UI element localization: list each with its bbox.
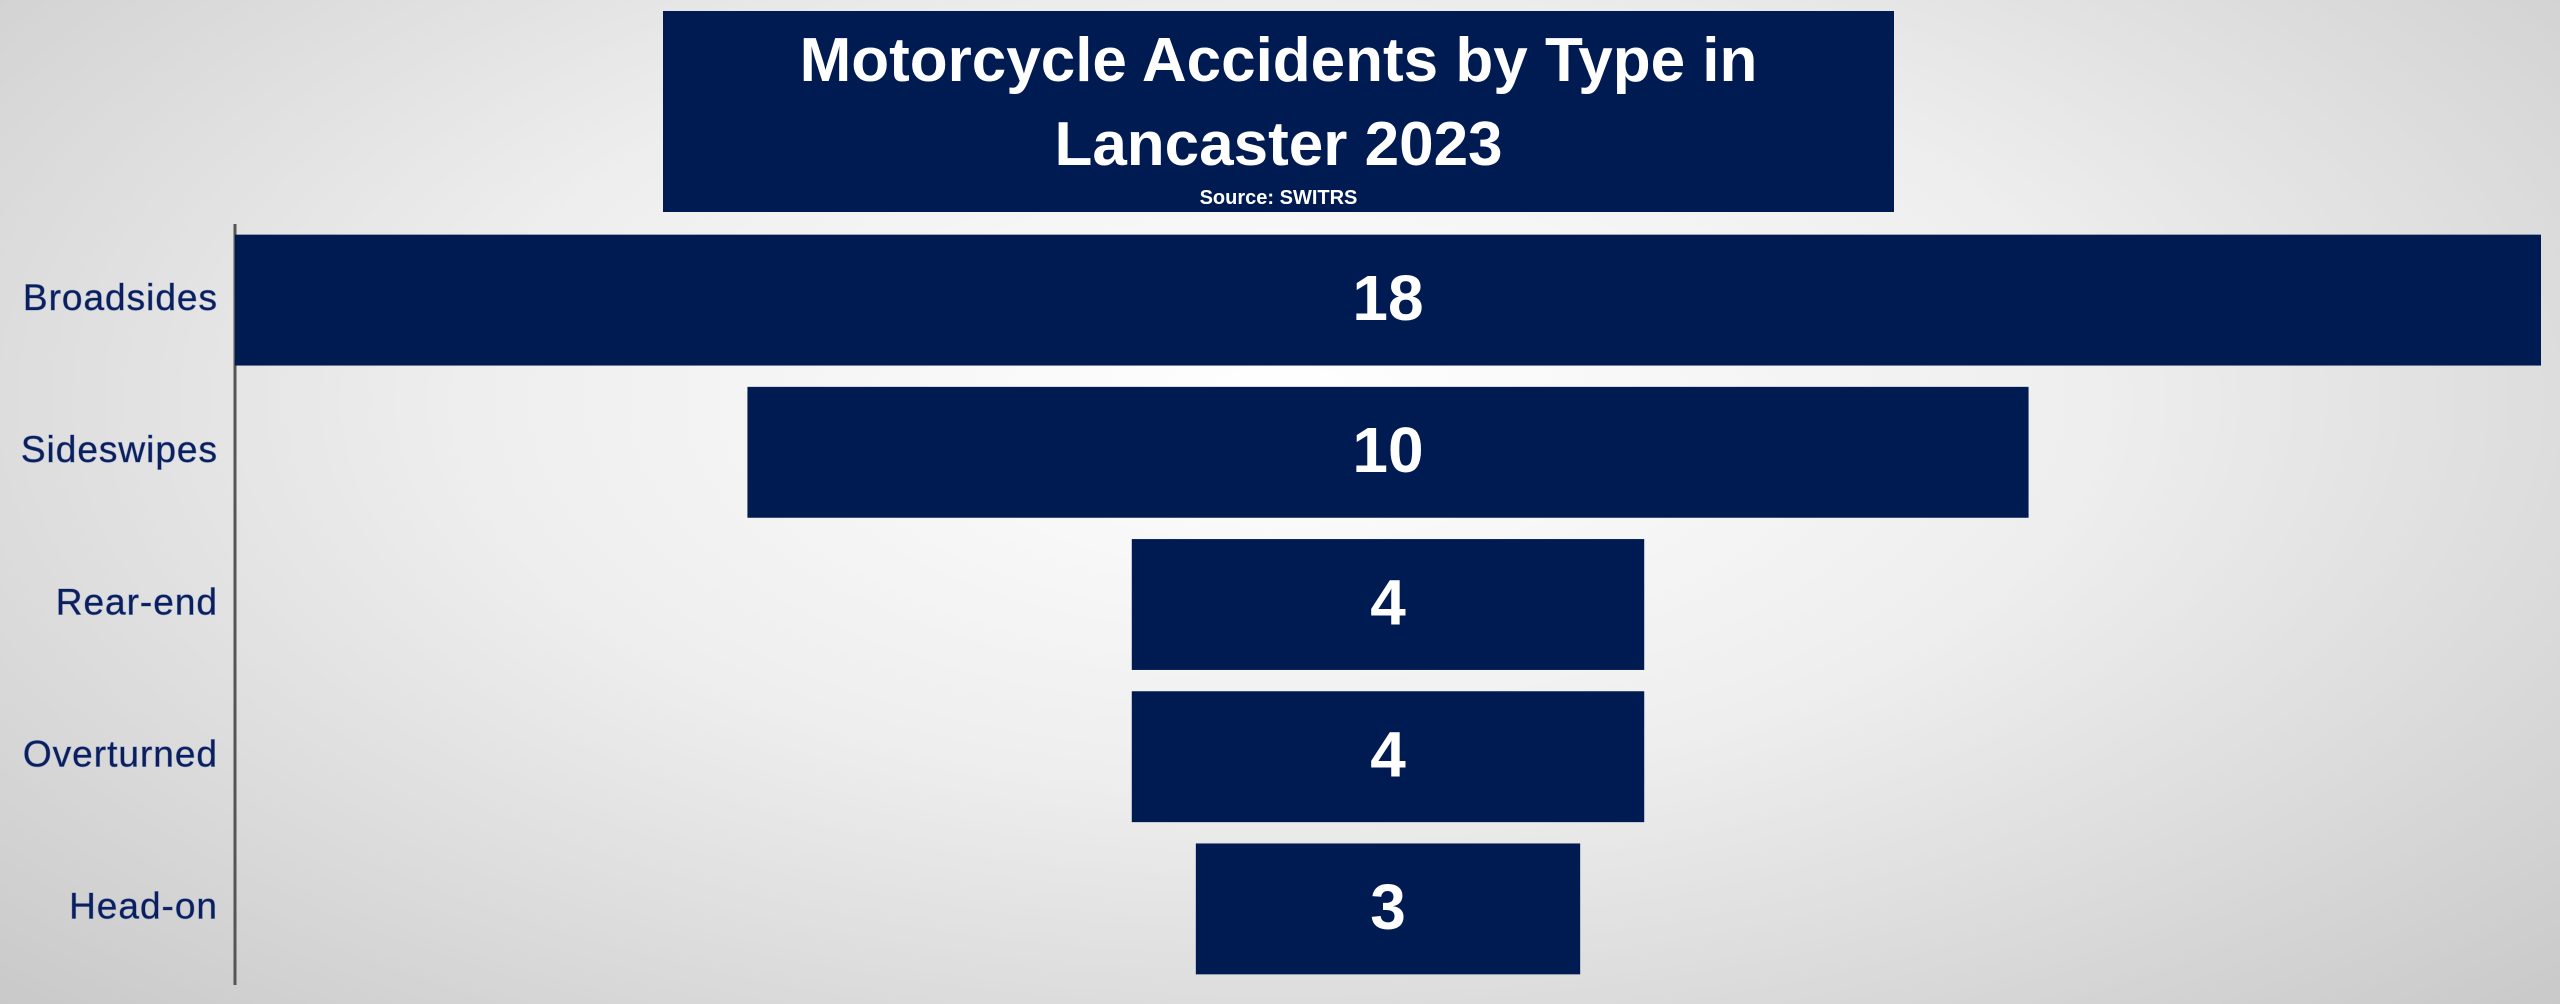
category-label: Overturned [23,733,218,774]
category-label: Head-on [69,886,218,927]
category-label: Sideswipes [21,429,218,470]
chart-subtitle: Source: SWITRS [1199,187,1358,209]
value-label: 10 [1352,414,1423,486]
bar [1131,691,1645,823]
bar [747,386,2029,518]
bar [1195,843,1581,975]
value-label: 4 [1370,566,1406,638]
category-label: Rear-end [56,581,218,622]
category-label: Broadsides [23,277,218,318]
value-label: 18 [1352,262,1423,334]
bar [1131,539,1645,670]
bar [235,234,2541,366]
value-label: 3 [1370,871,1406,943]
chart-title: Motorcycle Accidents by Type in Lancaste… [799,26,1758,179]
title-box: Motorcycle Accidents by Type in Lancaste… [663,11,1894,212]
value-label: 4 [1370,719,1406,791]
